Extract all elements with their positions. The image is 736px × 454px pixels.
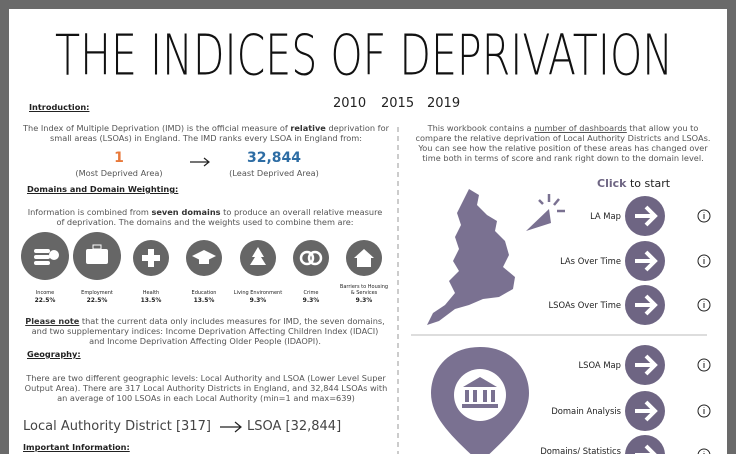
domain-weight: 9.3% [249,297,267,304]
level: LSOA [32,844] [247,419,342,434]
label: (Least Deprived Area) [229,168,319,178]
year[interactable]: 2015 [381,96,415,111]
text: to produce an overall relative measure o… [56,207,383,227]
heading: Important Information: [23,442,130,452]
cursor-icon [526,194,565,231]
level: Local Authority District [317] [23,419,211,434]
text: that the current data only includes meas… [31,316,385,346]
paragraph: This workbook contains a number of dashb… [413,123,713,163]
arrows [190,157,242,433]
text: to start [626,177,671,190]
domain-weight: 9.3% [302,297,320,304]
text: Click [597,177,627,190]
heading: Domains and Domain Weighting: [27,184,179,194]
domain-weight: 13.5% [140,297,162,304]
heading: Introduction: [29,102,90,112]
domain-name: Income [35,290,55,296]
text: relative [290,123,326,133]
nav-button[interactable]: LSOA Map [578,360,622,370]
title: THE INDICES OF DEPRIVATION [55,23,673,88]
domain-name: Employment [81,290,113,296]
max-rank: 32,844 [246,150,302,166]
min-rank: 1 [114,150,124,166]
text: Please note [25,316,80,326]
domain-glyphs [34,244,374,267]
graphics: THE INDICES OF DEPRIVATION [21,23,711,454]
paragraph: Information is combined from seven domai… [25,207,385,227]
text: number of dashboards [534,123,627,133]
domain-weight: 9.3% [355,297,373,304]
nav-button[interactable]: LA Map [590,211,621,221]
domain-name: Barriers to Housing & Services [339,284,389,296]
text: seven domains [151,207,221,217]
domain-name: Education [191,290,217,296]
nav-button[interactable]: LAs Over Time [560,256,621,266]
text: that allow you to compare the relative d… [415,123,711,163]
england-map [427,189,515,325]
text: Information is combined from [27,207,152,217]
paragraph: The Index of Multiple Deprivation (IMD) … [21,123,391,143]
year[interactable]: 2019 [427,96,461,111]
text: deprivation for small areas (LSOAs) in E… [49,123,389,143]
text: This workbook contains a [427,123,535,133]
domain-weight: 13.5% [193,297,215,304]
domain-name: Health [142,290,160,296]
heading: Geography: [27,349,81,359]
domain-weight: 22.5% [34,297,56,304]
paragraph: Please note that the current data only i… [25,316,385,346]
nav-icons [625,196,665,454]
domain-name: Crime [303,290,319,296]
paragraph: There are two different geographic level… [24,373,388,403]
year[interactable]: 2010 [333,96,367,111]
text: The Index of Multiple Deprivation (IMD) … [23,123,291,133]
label: (Most Deprived Area) [75,168,163,178]
nav-button[interactable]: Domains/ Statistics [540,446,621,454]
domain-weight: 22.5% [86,297,108,304]
building-icon [462,377,498,408]
click-prompt: Click to start [597,177,670,190]
info-icons [697,209,711,454]
domain-name: Living Environment [233,290,283,296]
nav-button[interactable]: LSOAs Over Time [548,300,621,310]
nav-button[interactable]: Domain Analysis [551,406,621,416]
